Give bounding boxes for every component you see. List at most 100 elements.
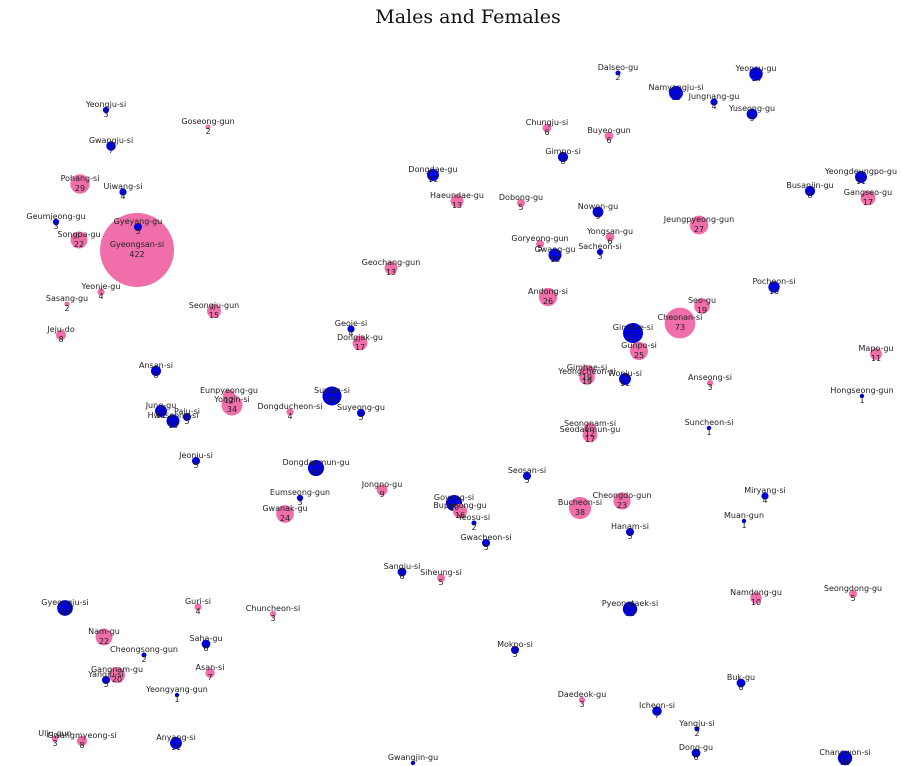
node-male bbox=[166, 414, 180, 428]
node-label: Yuseong-gu bbox=[728, 104, 775, 113]
node-male bbox=[410, 760, 416, 766]
node-male bbox=[548, 248, 562, 262]
node-male bbox=[622, 601, 638, 617]
node-male bbox=[150, 365, 162, 377]
node-male bbox=[855, 171, 867, 183]
node-male bbox=[837, 750, 853, 766]
node-label: Geumjeong-gu bbox=[26, 212, 85, 221]
node-count: 1 bbox=[741, 521, 746, 530]
node-label: Gyeyang-gu bbox=[114, 217, 163, 226]
node-count: 22 bbox=[74, 240, 84, 249]
node-count: 2 bbox=[205, 127, 210, 136]
node-male bbox=[596, 248, 604, 256]
node-label: Saha-gu bbox=[190, 634, 223, 643]
node-male bbox=[101, 675, 111, 685]
node-count: 7 bbox=[207, 673, 212, 682]
node-count: 20 bbox=[311, 468, 321, 477]
node-female bbox=[205, 124, 211, 130]
node-label: Cheongsong-gun bbox=[110, 645, 178, 654]
node-label: Gwacheon-si bbox=[460, 533, 511, 542]
node-count: 17 bbox=[863, 198, 873, 207]
node-female bbox=[535, 239, 545, 249]
node-female bbox=[542, 123, 552, 133]
node-label: Goryeong-gun bbox=[511, 234, 568, 243]
node-label: Gyeongsan-si bbox=[110, 240, 164, 249]
node-label: Gyeongju-si bbox=[41, 598, 88, 607]
node-female bbox=[51, 735, 59, 743]
node-male bbox=[174, 692, 180, 698]
node-label: Seongju-gun bbox=[189, 301, 239, 310]
node-count: 11 bbox=[171, 743, 181, 752]
node-female bbox=[750, 592, 762, 604]
node-female bbox=[706, 379, 714, 387]
node-count: 5 bbox=[483, 543, 488, 552]
node-label: Suwon-si bbox=[314, 386, 350, 395]
node-label: Gwang-gu bbox=[535, 245, 576, 254]
node-male bbox=[694, 726, 700, 732]
node-male bbox=[427, 169, 439, 181]
node-count: 11 bbox=[156, 411, 166, 420]
node-label: Pocheon-si bbox=[752, 277, 795, 286]
node-male bbox=[52, 218, 60, 226]
node-male bbox=[706, 425, 712, 431]
node-male bbox=[102, 106, 110, 114]
node-male bbox=[322, 386, 342, 406]
node-count: 13 bbox=[168, 421, 178, 430]
node-male bbox=[741, 518, 747, 524]
node-count: 2 bbox=[471, 523, 476, 532]
node-male bbox=[57, 600, 73, 616]
node-label: Buyeo-gun bbox=[587, 126, 630, 135]
node-count: 5 bbox=[438, 578, 443, 587]
node-female bbox=[664, 307, 696, 339]
node-female bbox=[384, 261, 398, 275]
node-count: 19 bbox=[582, 377, 592, 386]
node-label: Sasang-gu bbox=[46, 294, 88, 303]
node-male bbox=[746, 108, 758, 120]
node-count: 4 bbox=[348, 329, 353, 338]
node-label: Anseong-si bbox=[688, 373, 732, 382]
node-label: Jongno-gu bbox=[361, 480, 403, 489]
node-label: Dongjak-gu bbox=[337, 333, 383, 342]
node-female bbox=[860, 190, 876, 206]
node-female bbox=[583, 422, 597, 436]
node-count: 17 bbox=[585, 435, 595, 444]
node-count: 17 bbox=[355, 343, 365, 352]
node-label: Guri-si bbox=[185, 597, 211, 606]
node-label: Jungnang-gu bbox=[688, 92, 740, 101]
node-count: 16 bbox=[625, 609, 635, 618]
node-count: 9 bbox=[749, 114, 754, 123]
node-label: Hanam-si bbox=[611, 522, 649, 531]
node-male bbox=[397, 567, 407, 577]
node-female bbox=[516, 198, 526, 208]
node-count: 15 bbox=[671, 93, 681, 102]
node-count: 24 bbox=[280, 514, 290, 523]
node-count: 3 bbox=[297, 498, 302, 507]
node-label: Gunpo-si bbox=[621, 341, 657, 350]
node-male bbox=[481, 538, 491, 548]
node-label: Hwaseong-si bbox=[148, 411, 199, 420]
node-count: 19 bbox=[697, 306, 707, 315]
node-count: 38 bbox=[575, 508, 585, 517]
node-label: Yongsan-gu bbox=[586, 227, 633, 236]
node-count: 5 bbox=[524, 476, 529, 485]
node-label: Jeungpyeong-gun bbox=[663, 215, 734, 224]
node-male bbox=[736, 678, 746, 688]
node-label: Sangju-si bbox=[384, 562, 421, 571]
node-count: 14 bbox=[751, 74, 761, 83]
node-label: Pyeongtaek-si bbox=[602, 599, 658, 608]
node-count: 11 bbox=[856, 177, 866, 186]
node-count: 9 bbox=[595, 212, 600, 221]
node-count: 3 bbox=[707, 383, 712, 392]
node-label: Chuncheon-si bbox=[246, 604, 300, 613]
node-label: Cheongdo-gun bbox=[593, 491, 652, 500]
node-label: Mapo-gu bbox=[859, 344, 894, 353]
node-label: Namyangju-si bbox=[648, 83, 703, 92]
node-count: 4 bbox=[762, 496, 767, 505]
node-female bbox=[613, 492, 631, 510]
node-label: Gimpo-si bbox=[545, 147, 581, 156]
node-male bbox=[625, 527, 635, 537]
node-label: Ansan-si bbox=[139, 361, 173, 370]
node-male bbox=[592, 206, 604, 218]
node-female bbox=[352, 335, 368, 351]
node-label: Yeongju-si bbox=[85, 100, 126, 109]
